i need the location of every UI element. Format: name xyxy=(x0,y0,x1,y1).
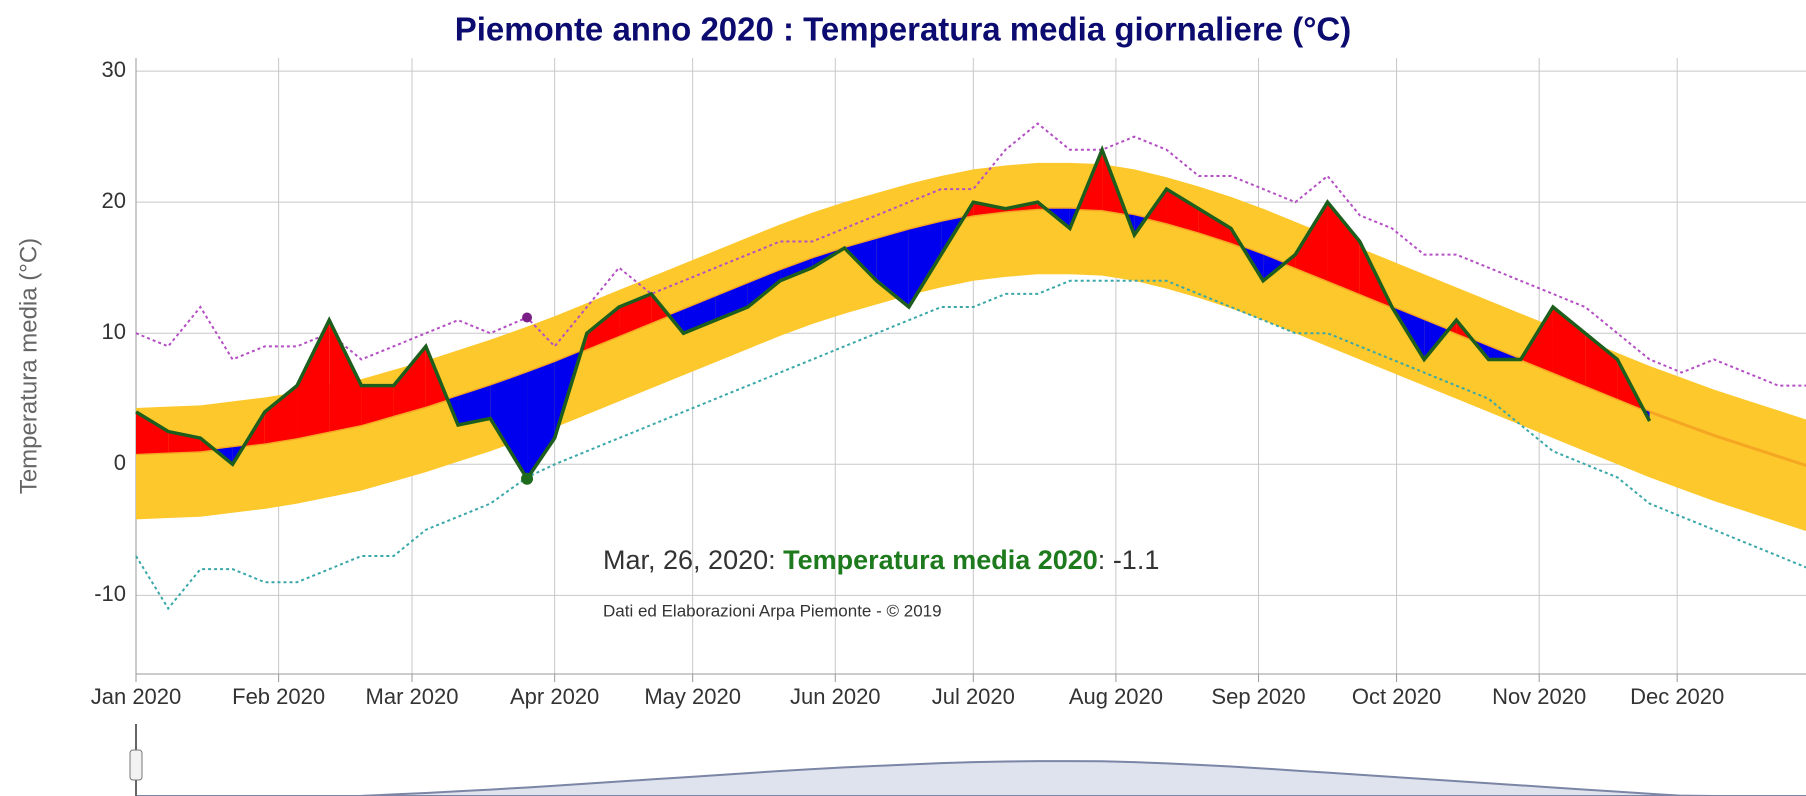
plot-area xyxy=(135,58,1806,682)
anomaly-fill xyxy=(1166,189,1199,233)
anomaly-fill xyxy=(1327,202,1360,294)
anomaly-fill xyxy=(297,320,330,439)
chart-title: Piemonte anno 2020 : Temperatura media g… xyxy=(455,11,1352,48)
anomaly-fill xyxy=(136,411,169,454)
normal-band xyxy=(136,162,1806,531)
x-tick-label: Jun 2020 xyxy=(790,684,881,709)
navigator-handle[interactable] xyxy=(129,749,143,781)
y-tick-label: 10 xyxy=(102,319,126,344)
anomaly-fill xyxy=(393,346,426,416)
anomaly-fill xyxy=(458,385,491,425)
x-tick-label: Mar 2020 xyxy=(366,684,459,709)
y-tick-label: 30 xyxy=(102,57,126,82)
anomaly-fill xyxy=(876,229,909,308)
x-tick-label: May 2020 xyxy=(644,684,741,709)
anomaly-fill xyxy=(908,221,942,308)
record-max-line xyxy=(135,122,1806,387)
anomaly-fill xyxy=(1488,346,1521,360)
anomaly-fill xyxy=(715,283,748,321)
record-min-line xyxy=(135,279,1806,611)
anomaly-fill xyxy=(361,385,394,425)
temperature-line xyxy=(135,144,1652,482)
anomaly-fill xyxy=(747,270,781,308)
tooltip-date: Mar, 26, 2020 xyxy=(603,545,768,575)
tooltip-value: -1.1 xyxy=(1113,545,1160,575)
y-tick-label: 20 xyxy=(102,188,126,213)
tooltip-series: Temperatura media 2020 xyxy=(783,545,1098,575)
anomaly-fill xyxy=(329,320,362,432)
anomaly-fill xyxy=(264,385,298,444)
anomaly-fill xyxy=(527,362,555,479)
y-tick-label: 0 xyxy=(114,450,126,475)
y-tick-label: -10 xyxy=(94,581,126,606)
x-tick-label: Aug 2020 xyxy=(1069,684,1163,709)
tooltip-sep: : xyxy=(768,545,783,575)
x-tick-label: Jan 2020 xyxy=(91,684,182,709)
x-tick-label: Nov 2020 xyxy=(1492,684,1586,709)
anomaly-fill xyxy=(1198,208,1231,243)
y-axis-label: Temperatura media (°C) xyxy=(15,238,42,494)
tooltip: Mar, 26, 2020: Temperatura media 2020: -… xyxy=(603,545,1159,575)
x-tick-label: Oct 2020 xyxy=(1352,684,1441,709)
hover-point xyxy=(522,312,533,323)
credits: Dati ed Elaborazioni Arpa Piemonte - © 2… xyxy=(603,601,942,620)
navigator-series xyxy=(136,760,1806,796)
anomaly-fill xyxy=(586,307,620,349)
anomaly-fill xyxy=(780,258,813,281)
x-tick-label: Jul 2020 xyxy=(932,684,1015,709)
anomaly-fill xyxy=(683,296,716,334)
hover-point xyxy=(521,472,534,485)
x-tick-label: Apr 2020 xyxy=(510,684,599,709)
anomaly-fill xyxy=(1585,333,1618,399)
x-tick-label: Dec 2020 xyxy=(1630,684,1724,709)
anomaly-fill xyxy=(1295,202,1328,281)
tooltip-sep: : xyxy=(1098,545,1113,575)
x-tick-label: Sep 2020 xyxy=(1211,684,1305,709)
x-tick-label: Feb 2020 xyxy=(232,684,325,709)
anomaly-fill xyxy=(490,372,528,479)
